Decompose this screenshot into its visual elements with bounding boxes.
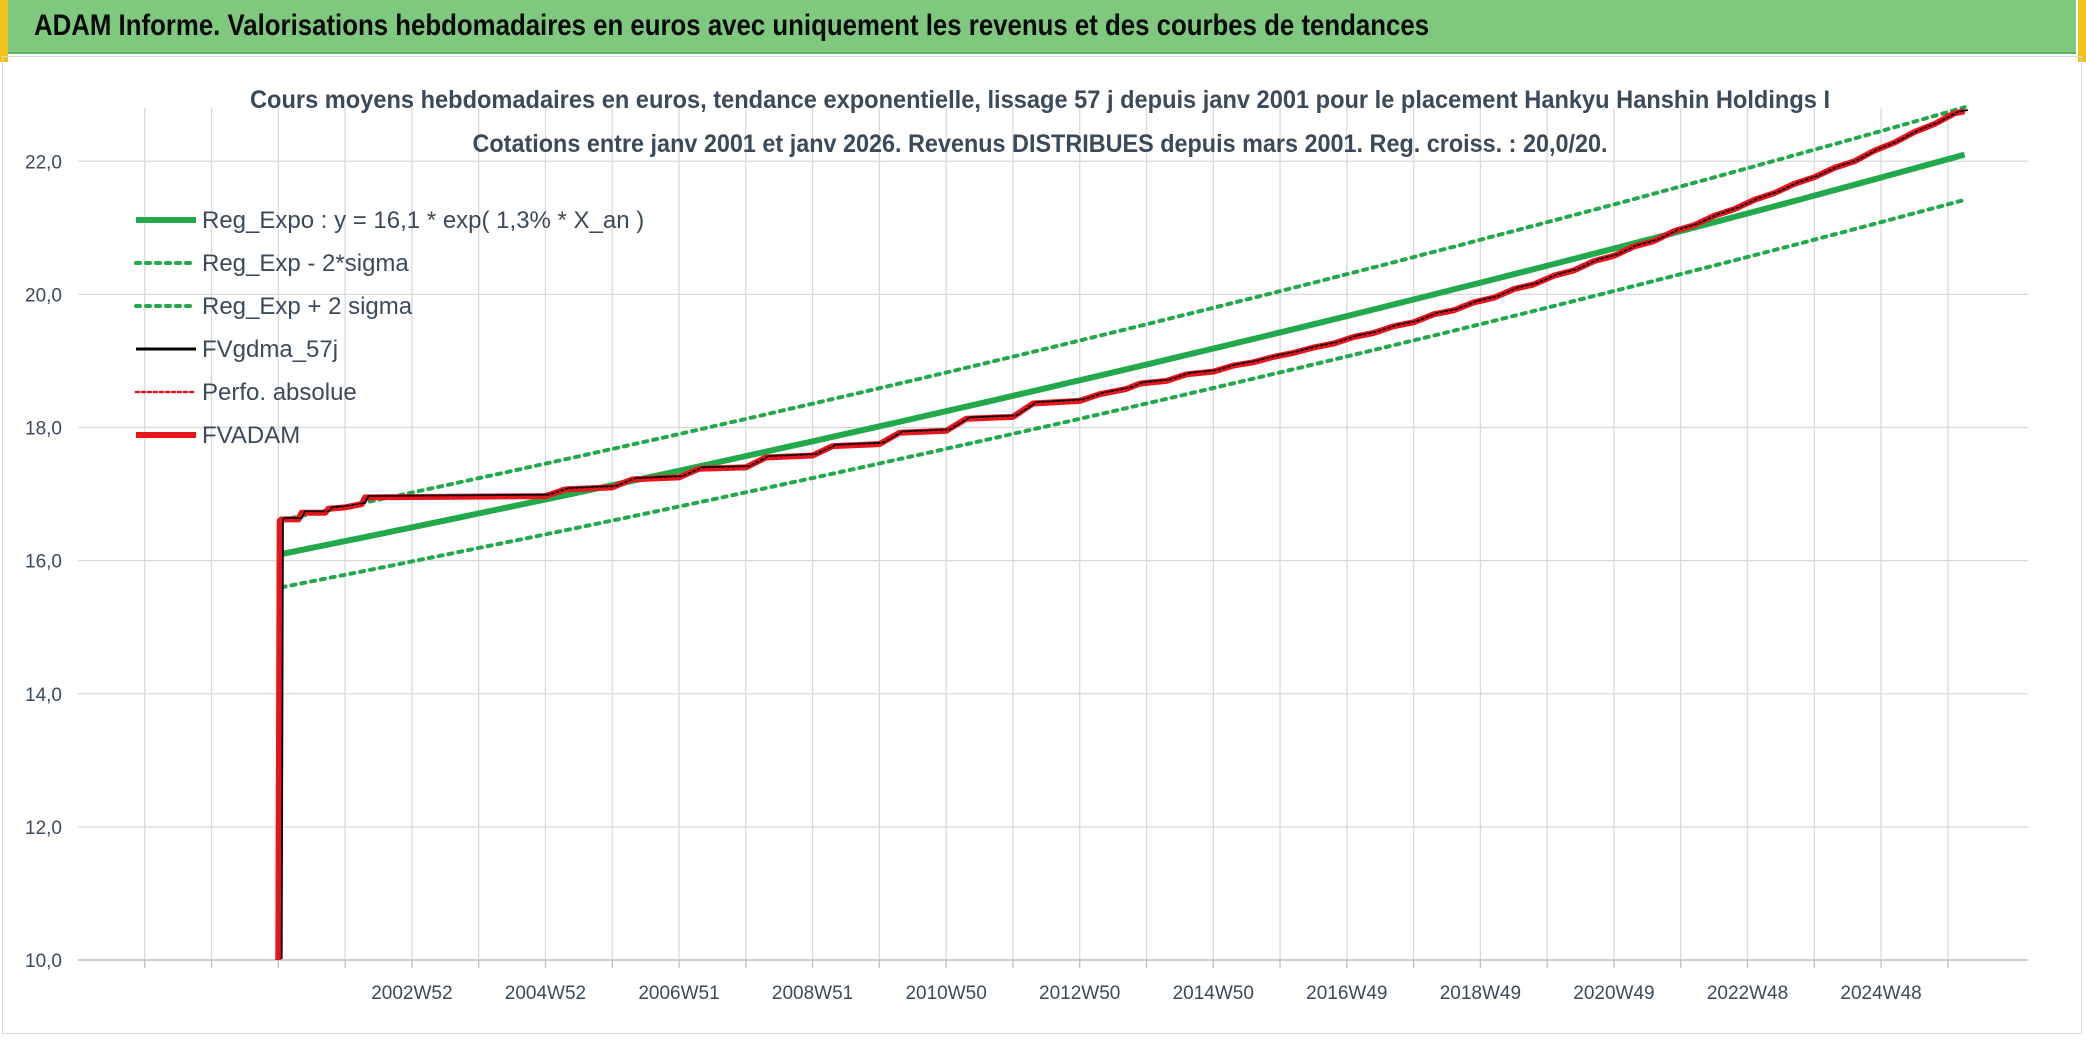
legend-label: Reg_Exp + 2 sigma <box>202 293 413 320</box>
legend: Reg_Expo : y = 16,1 * exp( 1,3% * X_an )… <box>134 207 644 449</box>
y-tick-label: 10,0 <box>25 951 62 972</box>
series-fvgdma-57j <box>280 109 1969 959</box>
x-tick-label: 2016W49 <box>1306 983 1387 1004</box>
chart-svg: 10,0 12,0 14,0 16,0 18,0 20,0 22,0 2002W52 2004W… <box>25 86 2028 1004</box>
x-tick-label: 2024W48 <box>1840 983 1921 1004</box>
x-tick-label: 2002W52 <box>371 983 452 1004</box>
x-tick-label: 2012W50 <box>1039 983 1120 1004</box>
legend-label: Reg_Expo : y = 16,1 * exp( 1,3% * X_an ) <box>202 207 644 234</box>
x-tick-label: 2020W49 <box>1573 983 1654 1004</box>
series-reg-exp-minus <box>279 197 1967 590</box>
axis-layer: 10,0 12,0 14,0 16,0 18,0 20,0 22,0 2002W52 2004W… <box>25 152 2028 1004</box>
legend-label: Reg_Exp - 2*sigma <box>202 250 409 277</box>
y-tick-label: 12,0 <box>25 818 62 839</box>
x-tick-label: 2018W49 <box>1440 983 1521 1004</box>
x-tick-label: 2006W51 <box>638 983 719 1004</box>
y-tick-label: 16,0 <box>25 552 62 573</box>
header-bar: ADAM Informe. Valorisations hebdomadaire… <box>8 0 2076 54</box>
x-tick-label: 2022W48 <box>1707 983 1788 1004</box>
x-tick-label: 2004W52 <box>505 983 586 1004</box>
frame-corner-right <box>2078 0 2086 62</box>
y-tick-label: 22,0 <box>25 152 62 173</box>
y-tick-label: 20,0 <box>25 285 62 306</box>
legend-label: FVgdma_57j <box>202 336 338 363</box>
legend-label: FVADAM <box>202 422 300 449</box>
y-tick-label: 14,0 <box>25 685 62 706</box>
chart-area: 10,0 12,0 14,0 16,0 18,0 20,0 22,0 2002W52 2004W… <box>0 56 2086 1038</box>
x-tick-label: 2008W51 <box>772 983 853 1004</box>
header-title: ADAM Informe. Valorisations hebdomadaire… <box>34 9 1430 42</box>
chart-title: Cours moyens hebdomadaires en euros, ten… <box>250 86 1830 114</box>
chart-subtitle: Cotations entre janv 2001 et janv 2026. … <box>473 130 1608 158</box>
series-layer <box>275 105 1969 961</box>
x-tick-label: 2014W50 <box>1173 983 1254 1004</box>
y-tick-label: 18,0 <box>25 419 62 440</box>
legend-label: Perfo. absolue <box>202 379 357 406</box>
series-reg-exp-plus <box>279 105 1967 522</box>
frame-corner-left <box>0 0 8 62</box>
x-tick-label: 2010W50 <box>905 983 986 1004</box>
